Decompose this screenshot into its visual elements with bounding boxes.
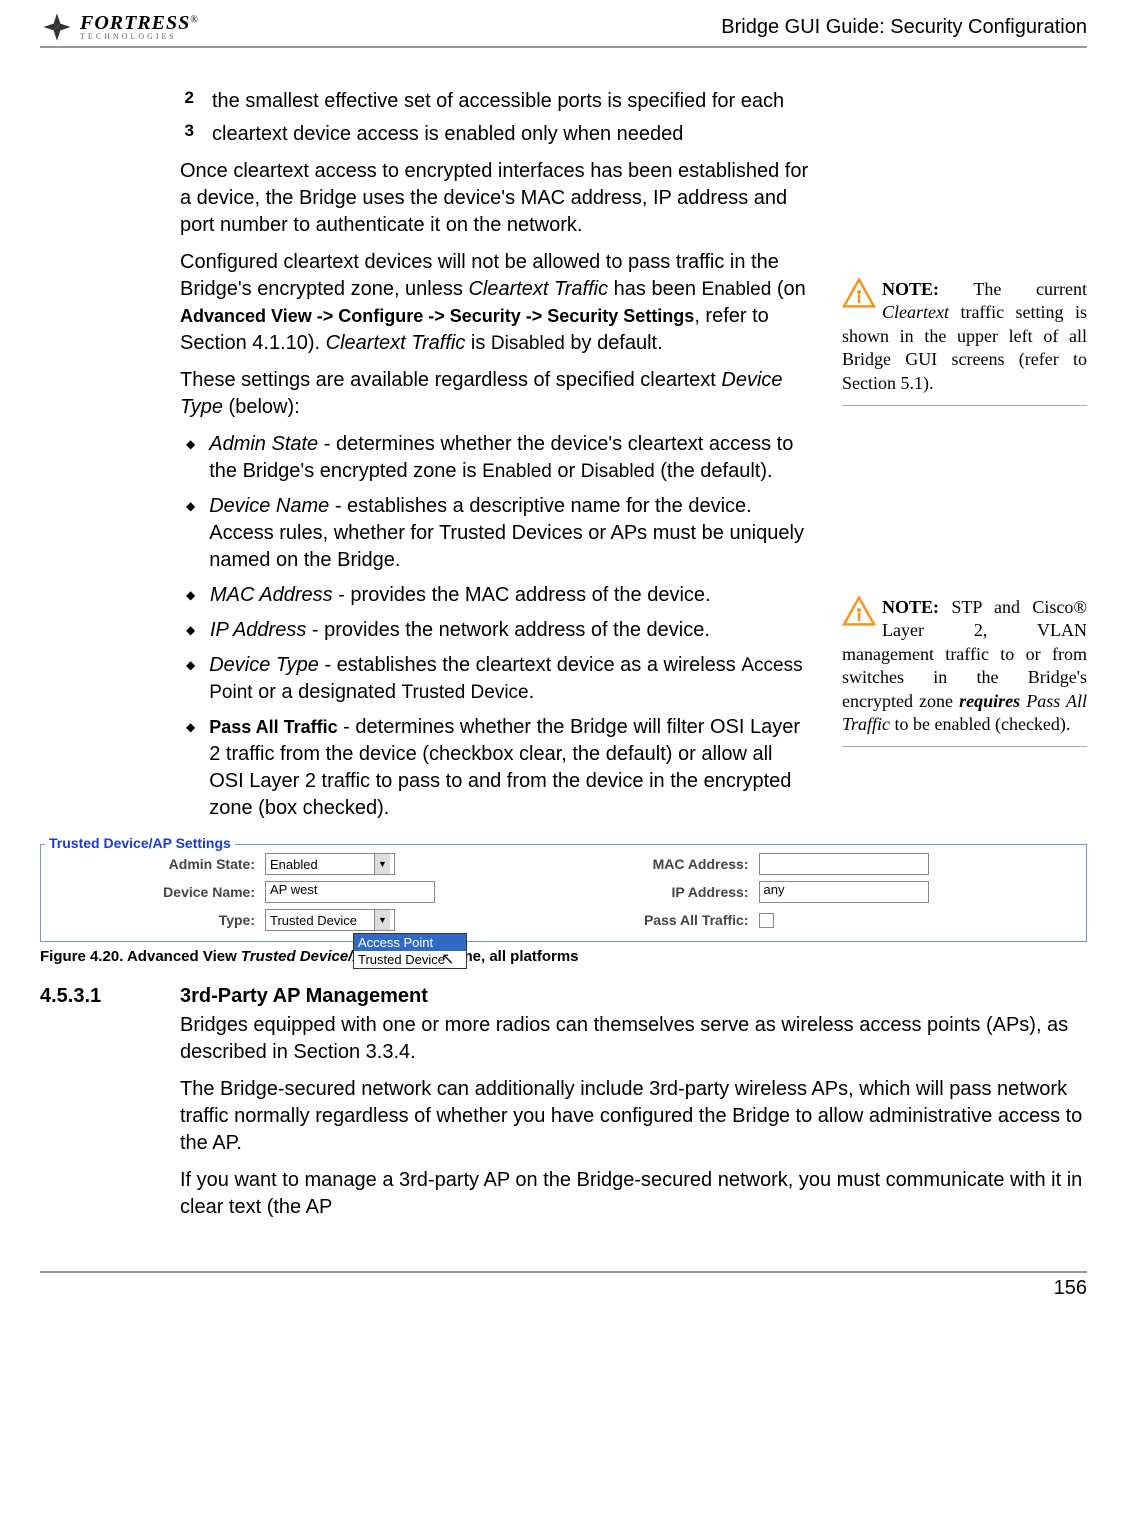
bullet-pass-all-traffic: Pass All Traffic - determines whether th…: [209, 714, 812, 822]
fieldset-legend: Trusted Device/AP Settings: [45, 835, 235, 851]
list-text-3: cleartext device access is enabled only …: [212, 121, 683, 148]
bullet-icon: ◆: [186, 582, 196, 609]
bullet-device-type: Device Type - establishes the cleartext …: [209, 652, 812, 706]
mac-address-input[interactable]: [759, 853, 929, 875]
logo: FORTRESS® TECHNOLOGIES: [40, 10, 198, 44]
bullet-mac-address: MAC Address - provides the MAC address o…: [210, 582, 711, 609]
logo-main-text: FORTRESS: [80, 12, 190, 34]
section-title: 3rd-Party AP Management: [180, 985, 1087, 1008]
pass-all-traffic-checkbox[interactable]: [759, 913, 774, 928]
admin-state-select[interactable]: Enabled ▼: [265, 853, 395, 875]
ip-address-input[interactable]: any: [759, 881, 929, 903]
mac-address-label: MAC Address:: [639, 856, 749, 872]
main-content: 2 the smallest effective set of accessib…: [40, 88, 812, 830]
section-p1: Bridges equipped with one or more radios…: [180, 1012, 1087, 1066]
header-title: Bridge GUI Guide: Security Configuration: [721, 16, 1087, 39]
type-label: Type:: [145, 912, 255, 928]
warning-icon: [842, 278, 876, 308]
figure-caption: Figure 4.20. Advanced View Trusted Devic…: [40, 948, 1087, 965]
bullet-icon: ◆: [186, 714, 195, 822]
warning-icon: [842, 596, 876, 626]
trusted-device-settings-frame: Trusted Device/AP Settings Admin State: …: [40, 844, 1087, 942]
pass-all-traffic-label: Pass All Traffic:: [639, 912, 749, 928]
bullet-icon: ◆: [186, 652, 195, 706]
section-p3: If you want to manage a 3rd-party AP on …: [180, 1167, 1087, 1221]
list-number-3: 3: [180, 121, 194, 148]
note-1: NOTE: The current Cleartext traffic sett…: [842, 278, 1087, 406]
cursor-icon: ↖: [441, 949, 454, 969]
bullet-icon: ◆: [186, 431, 195, 485]
ip-address-label: IP Address:: [639, 884, 749, 900]
bullet-icon: ◆: [186, 617, 196, 644]
list-text-2: the smallest effective set of accessible…: [212, 88, 784, 115]
section-number: 4.5.3.1: [40, 985, 140, 1231]
bullet-device-name: Device Name - establishes a descriptive …: [209, 493, 812, 574]
list-number-2: 2: [180, 88, 194, 115]
device-name-label: Device Name:: [145, 884, 255, 900]
paragraph-3: These settings are available regardless …: [180, 367, 812, 421]
type-select[interactable]: Trusted Device ▼: [265, 909, 395, 931]
bullet-icon: ◆: [186, 493, 195, 574]
section-p2: The Bridge-secured network can additiona…: [180, 1076, 1087, 1157]
page-header: FORTRESS® TECHNOLOGIES Bridge GUI Guide:…: [40, 10, 1087, 48]
logo-icon: [40, 10, 74, 44]
page-footer: 156: [40, 1271, 1087, 1300]
chevron-down-icon: ▼: [374, 910, 390, 930]
admin-state-label: Admin State:: [145, 856, 255, 872]
bullet-admin-state: Admin State - determines whether the dev…: [209, 431, 812, 485]
bullet-ip-address: IP Address - provides the network addres…: [210, 617, 710, 644]
note-2: NOTE: STP and Cisco® Layer 2, VLAN manag…: [842, 596, 1087, 747]
chevron-down-icon: ▼: [374, 854, 390, 874]
paragraph-1: Once cleartext access to encrypted inter…: [180, 158, 812, 239]
device-name-input[interactable]: AP west: [265, 881, 435, 903]
page-number: 156: [1054, 1277, 1087, 1299]
paragraph-2: Configured cleartext devices will not be…: [180, 249, 812, 357]
sidebar-notes: NOTE: The current Cleartext traffic sett…: [842, 88, 1087, 830]
